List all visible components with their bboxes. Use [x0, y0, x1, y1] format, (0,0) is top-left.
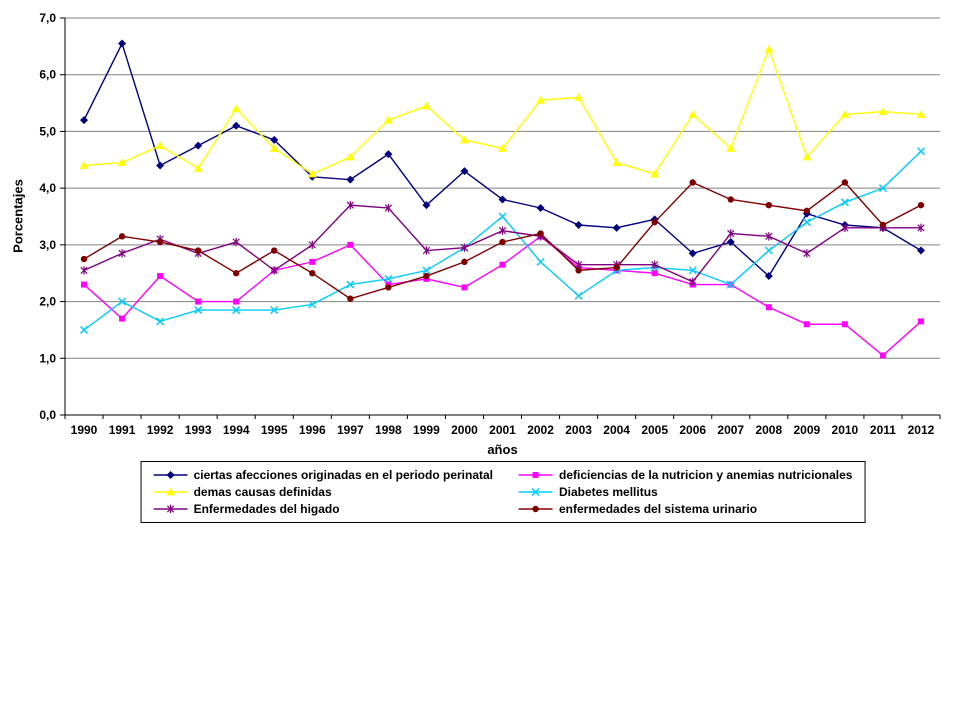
x-tick-label: 1993	[185, 423, 212, 437]
x-tick-label: 2008	[755, 423, 782, 437]
x-tick-label: 2003	[565, 423, 592, 437]
x-tick-label: 1999	[413, 423, 440, 437]
square-marker-icon	[519, 472, 553, 478]
y-tick-label: 1,0	[39, 351, 56, 365]
series-2	[79, 44, 926, 178]
series-0	[80, 39, 925, 281]
x-tick-label: 2012	[908, 423, 935, 437]
x-tick-label: 2010	[832, 423, 859, 437]
x-tick-label: 2007	[717, 423, 744, 437]
x-tick-label: 1996	[299, 423, 326, 437]
x-tick-label: 1997	[337, 423, 364, 437]
y-tick-label: 7,0	[39, 11, 56, 25]
y-tick-label: 4,0	[39, 181, 56, 195]
y-tick-label: 3,0	[39, 238, 56, 252]
legend-label: deficiencias de la nutricion y anemias n…	[559, 468, 853, 482]
legend-item: Enfermedades del higado	[153, 502, 493, 516]
y-tick-label: 0,0	[39, 408, 56, 422]
x-tick-label: 1990	[71, 423, 98, 437]
series-1	[81, 233, 924, 359]
legend-label: enfermedades del sistema urinario	[559, 502, 758, 516]
diamond-marker-icon	[153, 471, 188, 479]
legend-item: deficiencias de la nutricion y anemias n…	[519, 468, 852, 482]
x-tick-label: 1998	[375, 423, 402, 437]
legend-label: Diabetes mellitus	[559, 485, 658, 499]
y-tick-label: 5,0	[39, 124, 56, 138]
x-tick-label: 2006	[679, 423, 706, 437]
y-tick-label: 6,0	[39, 68, 56, 82]
legend-item: ciertas afecciones originadas en el peri…	[153, 468, 493, 482]
legend: ciertas afecciones originadas en el peri…	[140, 461, 866, 523]
circle-marker-icon	[519, 505, 553, 513]
x-tick-label: 1992	[147, 423, 174, 437]
legend-item: enfermedades del sistema urinario	[519, 502, 852, 516]
x-axis-title: años	[487, 442, 518, 457]
x-tick-label: 1994	[223, 423, 250, 437]
triangle-marker-icon	[153, 487, 188, 496]
x-tick-label: 1991	[109, 423, 136, 437]
x-tick-label: 2005	[641, 423, 668, 437]
y-tick-label: 2,0	[39, 295, 56, 309]
series-5	[80, 179, 925, 302]
legend-label: Enfermedades del higado	[193, 502, 340, 516]
y-axis-title: Porcentajes	[10, 179, 26, 253]
x-tick-label: 2004	[603, 423, 630, 437]
x-tick-label: 2001	[489, 423, 516, 437]
x-tick-label: 2009	[793, 423, 820, 437]
legend-item: demas causas definidas	[153, 485, 493, 499]
series-3	[79, 147, 926, 334]
legend-label: ciertas afecciones originadas en el peri…	[193, 468, 493, 482]
x-marker-icon	[519, 487, 553, 497]
x-tick-label: 2000	[451, 423, 478, 437]
x-tick-label: 1995	[261, 423, 288, 437]
legend-label: demas causas definidas	[193, 485, 332, 499]
x-tick-label: 2002	[527, 423, 554, 437]
plot-area: 0,0 1,0 2,0 3,0 4,0 5,0 6,0 7,0 1990 1991 1992 1993…	[39, 11, 941, 437]
x-tick-label: 2011	[870, 423, 896, 437]
legend-item: Diabetes mellitus	[519, 485, 852, 499]
asterisk-marker-icon	[153, 504, 188, 514]
